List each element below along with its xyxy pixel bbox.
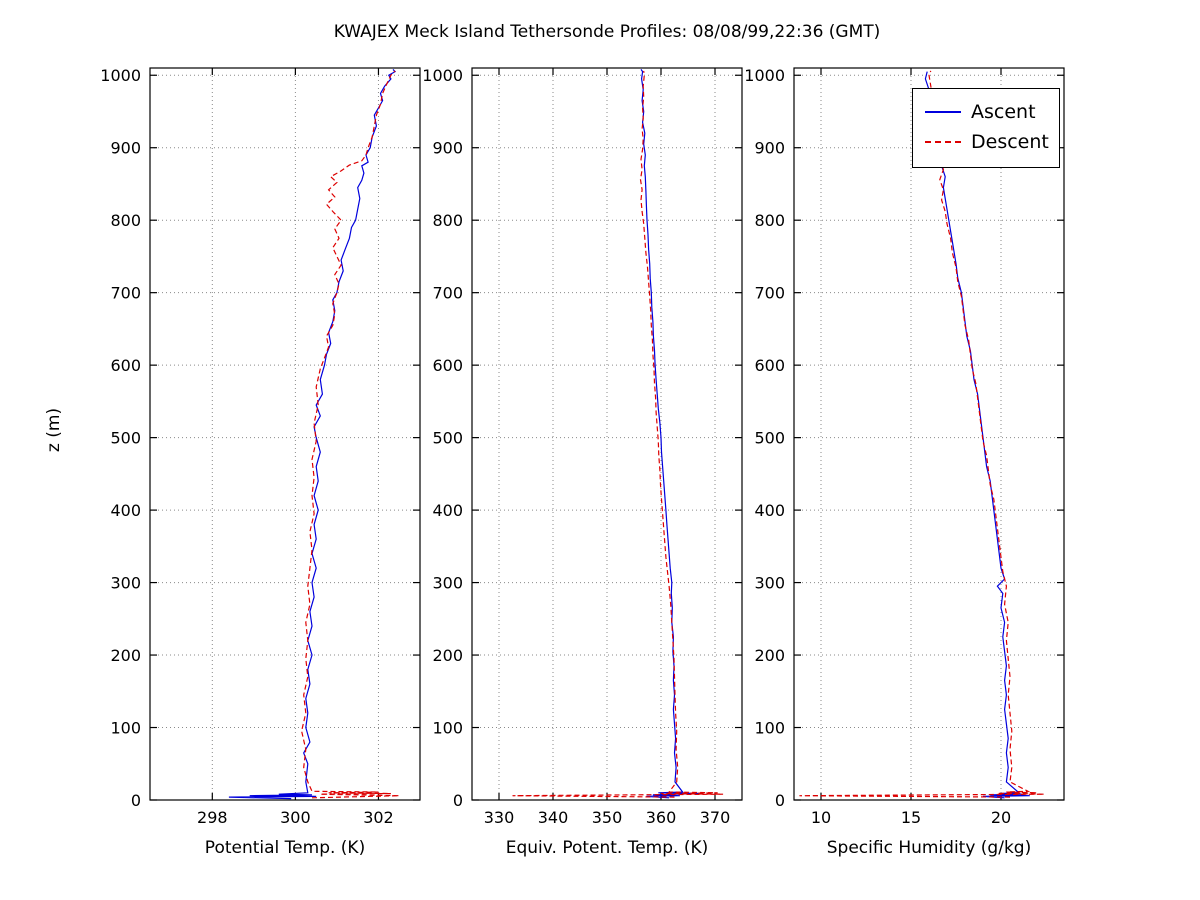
y-tick-label: 100 [754,719,785,738]
y-tick-label: 700 [110,284,141,303]
y-tick-label: 500 [110,429,141,448]
x-tick-label: 302 [363,808,394,827]
y-tick-label: 100 [432,719,463,738]
y-tick-label: 700 [754,284,785,303]
x-tick-label: 300 [280,808,311,827]
legend-label-ascent: Ascent [971,101,1036,123]
y-tick-label: 400 [754,501,785,520]
x-tick-label: 340 [538,808,569,827]
y-tick-label: 0 [453,791,463,810]
ascent-line-panel-1 [640,69,704,799]
panel-1: 330 340 350 360 370 0 100 200 300 400 500 600 700 800… [422,66,743,827]
x-tick-label: 298 [197,808,228,827]
ascent-line-panel-2 [924,71,1030,799]
y-tick-label: 100 [110,719,141,738]
y-tick-label: 900 [432,139,463,158]
y-tick-label: 300 [432,574,463,593]
y-tick-label: 400 [432,501,463,520]
y-tick-label: 500 [432,429,463,448]
ascent-line-panel-0 [228,68,397,800]
descent-line-sample-icon [925,141,961,143]
axis-box-0 [149,67,421,801]
y-tick-label: 200 [110,646,141,665]
x-tick-label: 330 [484,808,515,827]
legend-row-descent: Descent [925,127,1049,157]
y-tick-label: 600 [110,356,141,375]
y-tick-label: 200 [754,646,785,665]
y-tick-label: 1000 [744,66,785,85]
x-axis-label-potential-temp: Potential Temp. (K) [204,838,366,858]
ascent-line-sample-icon [925,111,961,113]
chart-title: KWAJEX Meck Island Tethersonde Profiles:… [333,22,881,42]
x-axis-label-specific-humidity: Specific Humidity (g/kg) [826,838,1032,858]
y-tick-label: 800 [432,211,463,230]
y-tick-label: 800 [754,211,785,230]
y-tick-label: 0 [775,791,785,810]
y-tick-label: 300 [754,574,785,593]
y-tick-label: 1000 [100,66,141,85]
x-tick-label: 350 [592,808,623,827]
y-tick-label: 0 [131,791,141,810]
y-tick-label: 900 [754,139,785,158]
panel-0: 298 300 302 0 100 200 300 400 500 600 700 800 900 100… [100,66,421,827]
y-tick-label: 600 [432,356,463,375]
y-tick-label: 500 [754,429,785,448]
y-tick-label: 900 [110,139,141,158]
y-tick-label: 1000 [422,66,463,85]
descent-line-panel-1 [512,70,724,798]
axis-box-2 [793,67,1065,801]
x-tick-label: 370 [700,808,731,827]
x-tick-label: 10 [811,808,831,827]
y-tick-label: 600 [754,356,785,375]
descent-line-panel-2 [799,70,1045,798]
x-axis-label-equiv-potent-temp: Equiv. Potent. Temp. (K) [505,838,709,858]
y-tick-label: 800 [110,211,141,230]
x-tick-label: 15 [901,808,921,827]
y-tick-label: 200 [432,646,463,665]
x-tick-label: 360 [646,808,677,827]
axis-box-1 [471,67,743,801]
descent-line-panel-0 [300,70,400,799]
legend-row-ascent: Ascent [925,97,1049,127]
y-tick-label: 700 [432,284,463,303]
legend-label-descent: Descent [971,131,1049,153]
y-tick-label: 300 [110,574,141,593]
legend: Ascent Descent [912,88,1060,168]
x-tick-label: 20 [991,808,1011,827]
y-tick-label: 400 [110,501,141,520]
